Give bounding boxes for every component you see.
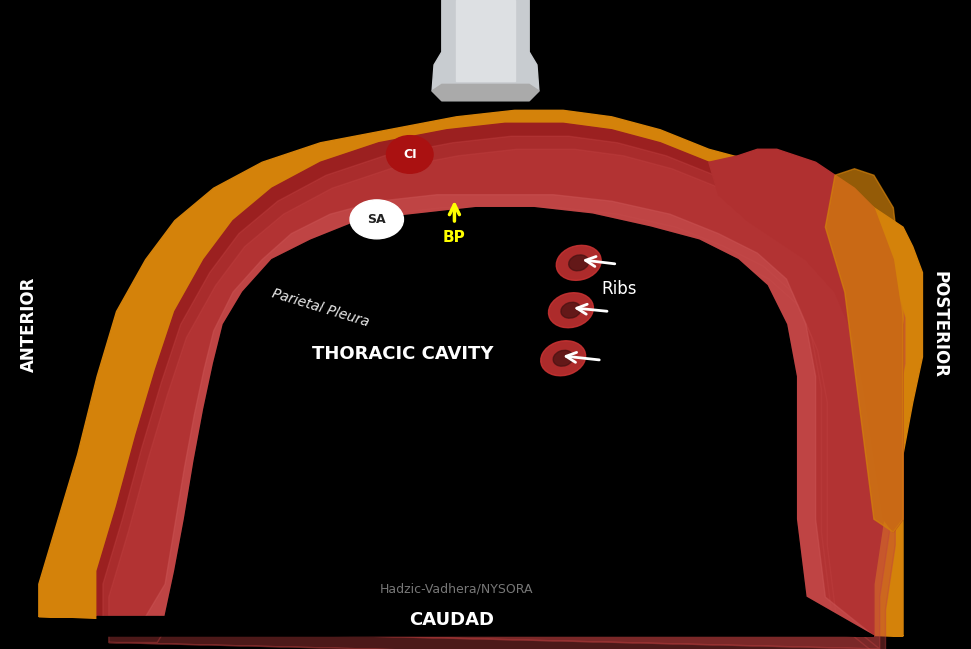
- Polygon shape: [39, 110, 922, 636]
- Polygon shape: [709, 149, 903, 532]
- Ellipse shape: [549, 293, 593, 328]
- Ellipse shape: [386, 136, 433, 173]
- Text: Hadzic-Vadhera/NYSORA: Hadzic-Vadhera/NYSORA: [380, 583, 533, 596]
- Polygon shape: [103, 136, 899, 649]
- Ellipse shape: [553, 350, 573, 366]
- Ellipse shape: [569, 255, 588, 271]
- Polygon shape: [97, 195, 874, 636]
- Ellipse shape: [561, 302, 581, 318]
- Ellipse shape: [556, 245, 601, 280]
- Ellipse shape: [351, 200, 404, 239]
- Polygon shape: [97, 123, 893, 636]
- Polygon shape: [456, 0, 515, 81]
- Text: BP: BP: [443, 230, 466, 245]
- Polygon shape: [97, 208, 874, 636]
- Text: SA: SA: [367, 213, 386, 226]
- Text: THORACIC CAVITY: THORACIC CAVITY: [313, 345, 493, 363]
- Polygon shape: [109, 149, 905, 649]
- Polygon shape: [432, 0, 539, 101]
- Text: CI: CI: [403, 148, 417, 161]
- Text: ANTERIOR: ANTERIOR: [20, 277, 38, 372]
- Polygon shape: [825, 169, 903, 532]
- Text: Parietal Pleura: Parietal Pleura: [270, 287, 371, 330]
- Text: Ribs: Ribs: [602, 280, 637, 298]
- Polygon shape: [432, 84, 539, 101]
- Text: CAUDAD: CAUDAD: [409, 611, 494, 629]
- Text: POSTERIOR: POSTERIOR: [931, 271, 949, 378]
- Ellipse shape: [541, 341, 586, 376]
